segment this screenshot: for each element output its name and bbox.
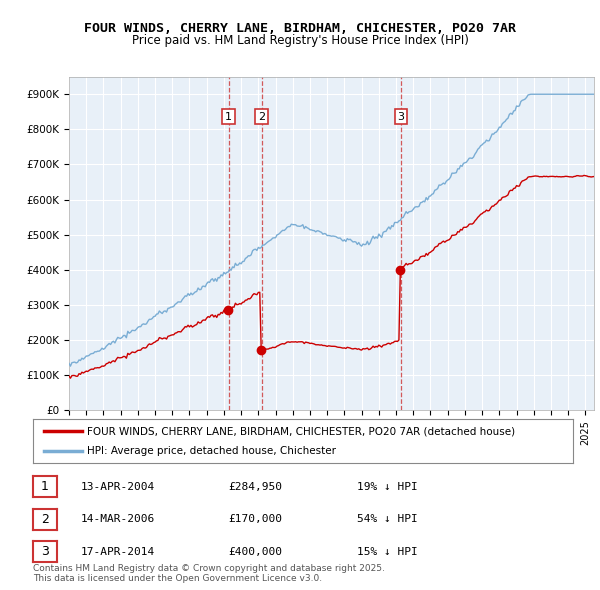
Text: Contains HM Land Registry data © Crown copyright and database right 2025.: Contains HM Land Registry data © Crown c…	[33, 565, 385, 573]
Text: 19% ↓ HPI: 19% ↓ HPI	[357, 482, 418, 491]
Text: FOUR WINDS, CHERRY LANE, BIRDHAM, CHICHESTER, PO20 7AR: FOUR WINDS, CHERRY LANE, BIRDHAM, CHICHE…	[84, 22, 516, 35]
Text: 17-APR-2014: 17-APR-2014	[81, 547, 155, 556]
Text: 13-APR-2004: 13-APR-2004	[81, 482, 155, 491]
Text: 2: 2	[258, 112, 265, 122]
Text: FOUR WINDS, CHERRY LANE, BIRDHAM, CHICHESTER, PO20 7AR (detached house): FOUR WINDS, CHERRY LANE, BIRDHAM, CHICHE…	[87, 427, 515, 436]
Text: 1: 1	[225, 112, 232, 122]
Text: £284,950: £284,950	[228, 482, 282, 491]
Text: HPI: Average price, detached house, Chichester: HPI: Average price, detached house, Chic…	[87, 446, 336, 455]
Text: £400,000: £400,000	[228, 547, 282, 556]
Text: Price paid vs. HM Land Registry's House Price Index (HPI): Price paid vs. HM Land Registry's House …	[131, 34, 469, 47]
Text: 3: 3	[41, 545, 49, 558]
Text: 2: 2	[41, 513, 49, 526]
Text: 1: 1	[41, 480, 49, 493]
Text: 15% ↓ HPI: 15% ↓ HPI	[357, 547, 418, 556]
Text: 14-MAR-2006: 14-MAR-2006	[81, 514, 155, 524]
Text: This data is licensed under the Open Government Licence v3.0.: This data is licensed under the Open Gov…	[33, 574, 322, 583]
Text: £170,000: £170,000	[228, 514, 282, 524]
Text: 3: 3	[398, 112, 404, 122]
Text: 54% ↓ HPI: 54% ↓ HPI	[357, 514, 418, 524]
